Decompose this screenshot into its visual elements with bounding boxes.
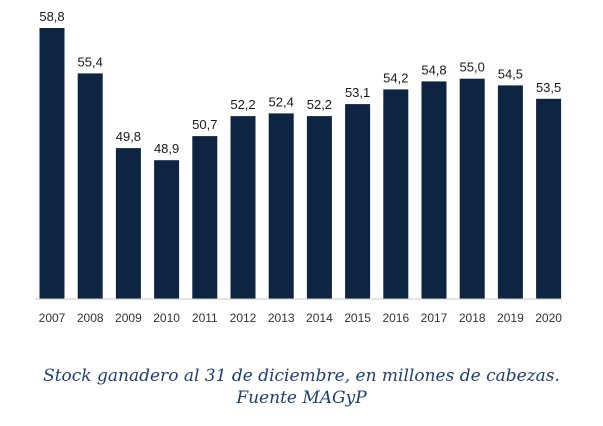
value-label-2014: 52,2 (307, 97, 332, 112)
value-label-2015: 53,1 (345, 85, 370, 100)
bar-2020 (536, 98, 562, 299)
value-label-2011: 50,7 (192, 117, 217, 132)
bar-2015 (345, 104, 371, 299)
bar-2010 (154, 160, 180, 299)
x-tick-label-2007: 2007 (39, 311, 66, 325)
value-label-2012: 52,2 (230, 97, 255, 112)
bar-2012 (230, 116, 256, 299)
bar-2009 (115, 148, 141, 299)
chart-caption-line1: Stock ganadero al 31 de diciembre, en mi… (43, 366, 560, 386)
value-label-2008: 55,4 (78, 54, 103, 69)
value-label-2016: 54,2 (383, 70, 408, 85)
value-label-2007: 58,8 (39, 9, 64, 24)
x-tick-labels-group: 2007 2008 2009 2010 2011 2012 2013 2014 2015 2016… (39, 311, 563, 325)
bar-2014 (306, 116, 332, 299)
x-tick-label-2011: 2011 (192, 311, 218, 325)
bar-2017 (421, 81, 447, 300)
bar-chart: 58,8 55,4 49,8 48,9 50,7 52,2 52,4 52,2 53,1 54,2… (35, 9, 563, 325)
value-label-2010: 48,9 (154, 141, 179, 156)
x-tick-label-2018: 2018 (459, 311, 486, 325)
value-label-2020: 53,5 (536, 80, 561, 95)
x-tick-label-2016: 2016 (382, 311, 409, 325)
bar-2011 (192, 136, 218, 299)
bar-2016 (383, 89, 409, 300)
bars-group (39, 28, 562, 300)
x-tick-label-2019: 2019 (497, 311, 524, 325)
bar-2018 (459, 78, 485, 299)
x-tick-label-2014: 2014 (306, 311, 333, 325)
x-tick-label-2009: 2009 (115, 311, 142, 325)
bar-2013 (268, 113, 294, 300)
value-label-2013: 52,4 (269, 94, 294, 109)
x-tick-label-2015: 2015 (344, 311, 371, 325)
value-label-2009: 49,8 (116, 129, 141, 144)
bar-2007 (39, 28, 65, 299)
value-label-2019: 54,5 (498, 66, 523, 81)
value-label-2018: 55,0 (460, 60, 485, 75)
value-label-2017: 54,8 (421, 62, 446, 77)
x-tick-label-2010: 2010 (153, 311, 180, 325)
bar-2008 (77, 73, 103, 300)
x-tick-label-2008: 2008 (77, 311, 104, 325)
x-tick-label-2012: 2012 (230, 311, 257, 325)
x-tick-label-2013: 2013 (268, 311, 295, 325)
chart-caption-source: Fuente MAGyP (236, 388, 367, 408)
x-tick-label-2020: 2020 (535, 311, 562, 325)
value-labels-group: 58,8 55,4 49,8 48,9 50,7 52,2 52,4 52,2 53,1 54,2… (39, 9, 561, 156)
x-tick-label-2017: 2017 (421, 311, 448, 325)
bar-2019 (497, 85, 523, 300)
